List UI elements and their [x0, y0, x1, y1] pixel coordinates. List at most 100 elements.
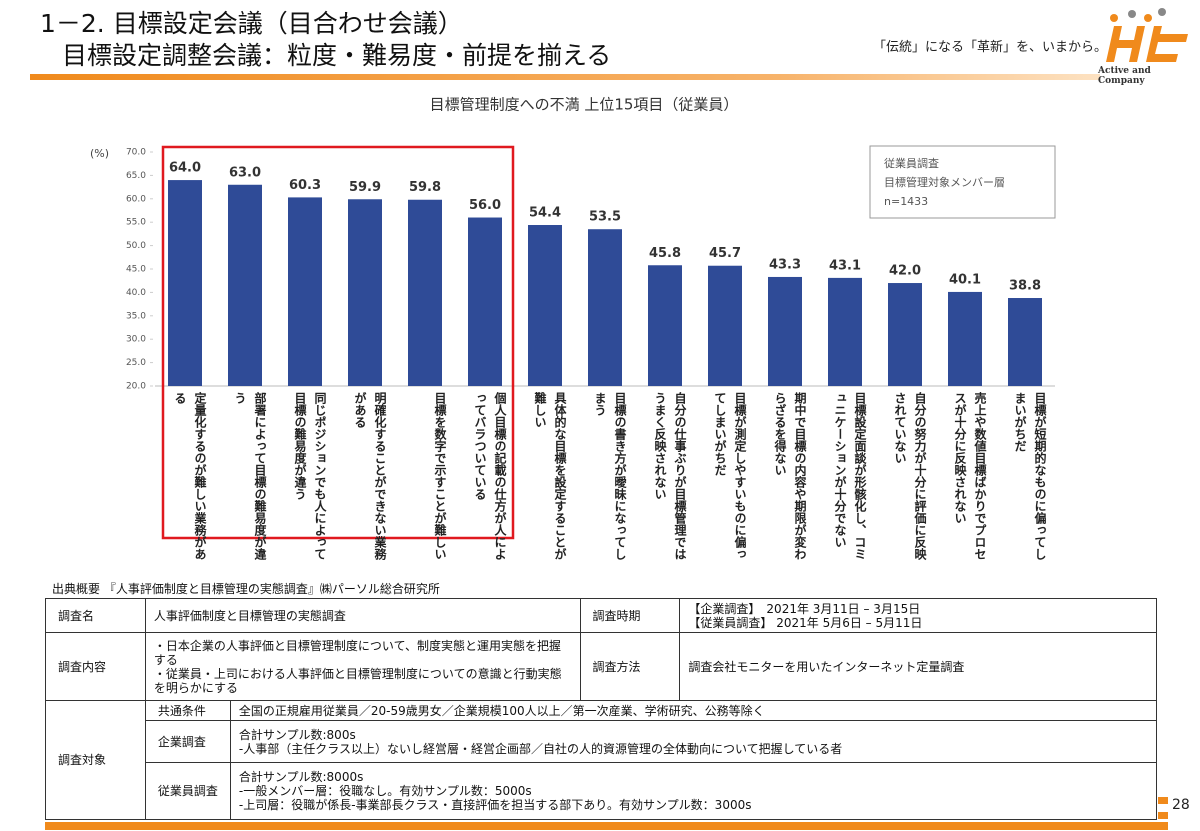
cell-line: 全国の正規雇用従業員／20-59歳男女／企業規模100人以上／第一次産業、学術研…: [238, 703, 765, 718]
cell-line: ・日本企業の人事評価と目標管理制度について、制度実態と運用実態を把握する: [153, 638, 561, 667]
x-tick-label: 同じポジションでも人によって目標の難易度が違う: [293, 392, 327, 560]
table-label: 調査名: [45, 598, 146, 633]
bar: [648, 265, 682, 386]
x-tick-label: 自分の仕事ぶりが目標管理ではうまく反映されない: [653, 392, 687, 560]
value-label: 38.8: [1009, 279, 1041, 294]
value-label: 40.1: [949, 272, 981, 287]
bar: [228, 184, 262, 386]
x-tick-label: 目標設定面談が形骸化し、コミュニケーションが十分でない: [833, 392, 867, 560]
bar: [468, 217, 502, 386]
bar: [288, 197, 322, 386]
table-label: 調査内容: [45, 632, 146, 701]
y-tick-label: 70.0: [126, 148, 146, 158]
chart: 目標管理制度への不満 上位15項目（従業員） (%) 20.0 25.0 30.0 35.…: [90, 96, 1056, 540]
y-tick-label: 60.0: [126, 194, 146, 204]
x-tick-label: 具体的な目標を設定することが難しい: [533, 392, 567, 560]
table-cell: ・日本企業の人事評価と目標管理制度について、制度実態と運用実態を把握する ・従業員…: [144, 632, 581, 701]
footer-mark: [1158, 812, 1168, 819]
value-label: 43.1: [829, 258, 861, 273]
cell-line: -上司層：役職が係長-事業部長クラス・直接評価を担当する部下あり。有効サンプル数…: [238, 798, 752, 812]
y-unit: (%): [90, 147, 109, 160]
logo-text: Active and Company: [1098, 66, 1151, 86]
y-tick-label: 25.0: [126, 358, 146, 368]
survey-table: 調査名 人事評価制度と目標管理の実態調査 調査時期 【企業調査】 2021年 3…: [45, 598, 1158, 820]
table-sublabel: 共通条件: [144, 700, 231, 721]
cell-line: -人事部（主任クラス以上）ないし経営層・経営企画部／自社の人的資源管理の全体動向…: [238, 741, 843, 756]
slide-title: 1－2. 目標設定会議（目合わせ会議）: [40, 9, 463, 38]
cell-line: 合計サンプル数:8000s: [238, 770, 364, 784]
bar: [828, 277, 862, 386]
y-tick-label: 40.0: [126, 288, 146, 298]
bar: [768, 276, 802, 386]
y-tick-label: 20.0: [126, 382, 146, 392]
legend-text: 従業員調査: [884, 156, 939, 170]
y-tick-label: 65.0: [126, 171, 146, 181]
x-tick-label: 期中で目標の内容や期限が変わらざるを得ない: [773, 392, 807, 560]
bar: [528, 225, 562, 386]
value-label: 60.3: [289, 178, 321, 193]
x-tick-label: 個人目標の記載の仕方が人によってバラついている: [473, 392, 507, 560]
x-tick-label: 目標の書き方が曖昧になってしまう: [593, 392, 627, 560]
header-rule: [30, 74, 1100, 80]
bar: [168, 180, 202, 386]
value-label: 54.4: [529, 206, 561, 221]
value-label: 45.7: [709, 246, 741, 261]
bar: [708, 265, 742, 386]
x-tick-label: 目標を数字で示すことが難しい: [433, 392, 447, 560]
table-label: 調査対象: [45, 700, 146, 820]
bar: [348, 199, 382, 386]
table-sublabel: 従業員調査: [144, 762, 231, 820]
y-tick-label: 45.0: [126, 265, 146, 275]
value-label: 42.0: [889, 264, 921, 279]
tagline: 「伝統」になる「革新」を、いまから。: [873, 40, 1108, 55]
legend-text: n=1433: [884, 195, 928, 208]
x-tick-label: 定量化するのが難しい業務がある: [173, 392, 207, 560]
cell-line: 【従業員調査】 2021年 5月6日 – 5月11日: [688, 615, 923, 630]
table-cell: 調査会社モニターを用いたインターネット定量調査: [679, 632, 1157, 701]
y-tick-label: 35.0: [126, 311, 146, 321]
value-label: 63.0: [229, 165, 261, 180]
highlight-box: [161, 145, 515, 540]
table-cell: 【企業調査】 2021年 3月11日 – 3月15日 【従業員調査】 2021年 …: [679, 598, 1157, 633]
y-tick-label: 50.0: [126, 241, 146, 251]
value-label: 53.5: [589, 210, 621, 225]
value-label: 59.8: [409, 180, 441, 195]
chart-title: 目標管理制度への不満 上位15項目（従業員）: [430, 96, 739, 114]
source-note: 出典概要 『人事評価制度と目標管理の実態調査』㈱パーソル総合研究所: [52, 582, 440, 596]
table-cell: 人事評価制度と目標管理の実態調査: [144, 598, 581, 633]
x-tick-label: 売上や数値目標ばかりでプロセスが十分に反映されない: [953, 392, 987, 560]
footer-mark: [1158, 797, 1168, 804]
table-label: 調査時期: [579, 598, 681, 633]
cell-line: -一般メンバー層：役職なし。有効サンプル数：5000s: [238, 784, 532, 798]
table-label: 調査方法: [579, 632, 681, 701]
bar: [888, 283, 922, 386]
x-tick-label: 自分の努力が十分に評価に反映されていない: [893, 392, 927, 560]
value-label: 43.3: [769, 257, 801, 272]
x-tick-label: 目標が短期的なものに偏ってしまいがちだ: [1013, 392, 1047, 560]
slide-subtitle: 目標設定調整会議：粒度・難易度・前提を揃える: [62, 41, 612, 70]
footer-bar: [45, 822, 1168, 830]
logo: [1106, 8, 1188, 62]
y-tick-label: 30.0: [126, 335, 146, 345]
value-label: 64.0: [169, 161, 201, 176]
bar: [948, 291, 982, 386]
x-tick-label: 部署によって目標の難易度が違う: [233, 392, 267, 560]
value-label: 59.9: [349, 180, 381, 195]
bar: [588, 229, 622, 386]
x-tick-label: 目標が測定しやすいものに偏ってしまいがちだ: [713, 392, 747, 560]
bar: [1008, 298, 1042, 386]
y-tick-label: 55.0: [126, 218, 146, 228]
page-number: 28: [1172, 797, 1190, 813]
value-label: 45.8: [649, 246, 681, 261]
legend-box: [869, 145, 1056, 219]
bar: [408, 199, 442, 386]
legend-text: 目標管理対象メンバー層: [884, 175, 1005, 189]
table-sublabel: 企業調査: [144, 720, 231, 763]
table-cell: 合計サンプル数:8000s -一般メンバー層：役職なし。有効サンプル数：5000s…: [229, 762, 1158, 820]
value-label: 56.0: [469, 198, 501, 213]
table-cell: 全国の正規雇用従業員／20-59歳男女／企業規模100人以上／第一次産業、学術研…: [229, 700, 1158, 721]
cell-line: ・従業員・上司における人事評価と目標管理制度についての意識と行動実態を明らかにす…: [153, 666, 562, 695]
cell-line: 合計サンプル数:800s: [238, 727, 356, 742]
table-cell: 合計サンプル数:800s -人事部（主任クラス以上）ないし経営層・経営企画部／自社…: [229, 720, 1158, 763]
